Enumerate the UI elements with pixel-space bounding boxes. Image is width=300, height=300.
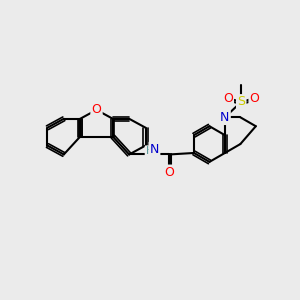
Text: N: N [220, 111, 230, 124]
Text: O: O [223, 92, 233, 105]
Text: N: N [150, 142, 159, 156]
Text: O: O [92, 103, 101, 116]
Text: H: H [146, 146, 154, 157]
Text: O: O [164, 166, 174, 179]
Text: S: S [237, 95, 245, 108]
Text: O: O [250, 92, 260, 105]
